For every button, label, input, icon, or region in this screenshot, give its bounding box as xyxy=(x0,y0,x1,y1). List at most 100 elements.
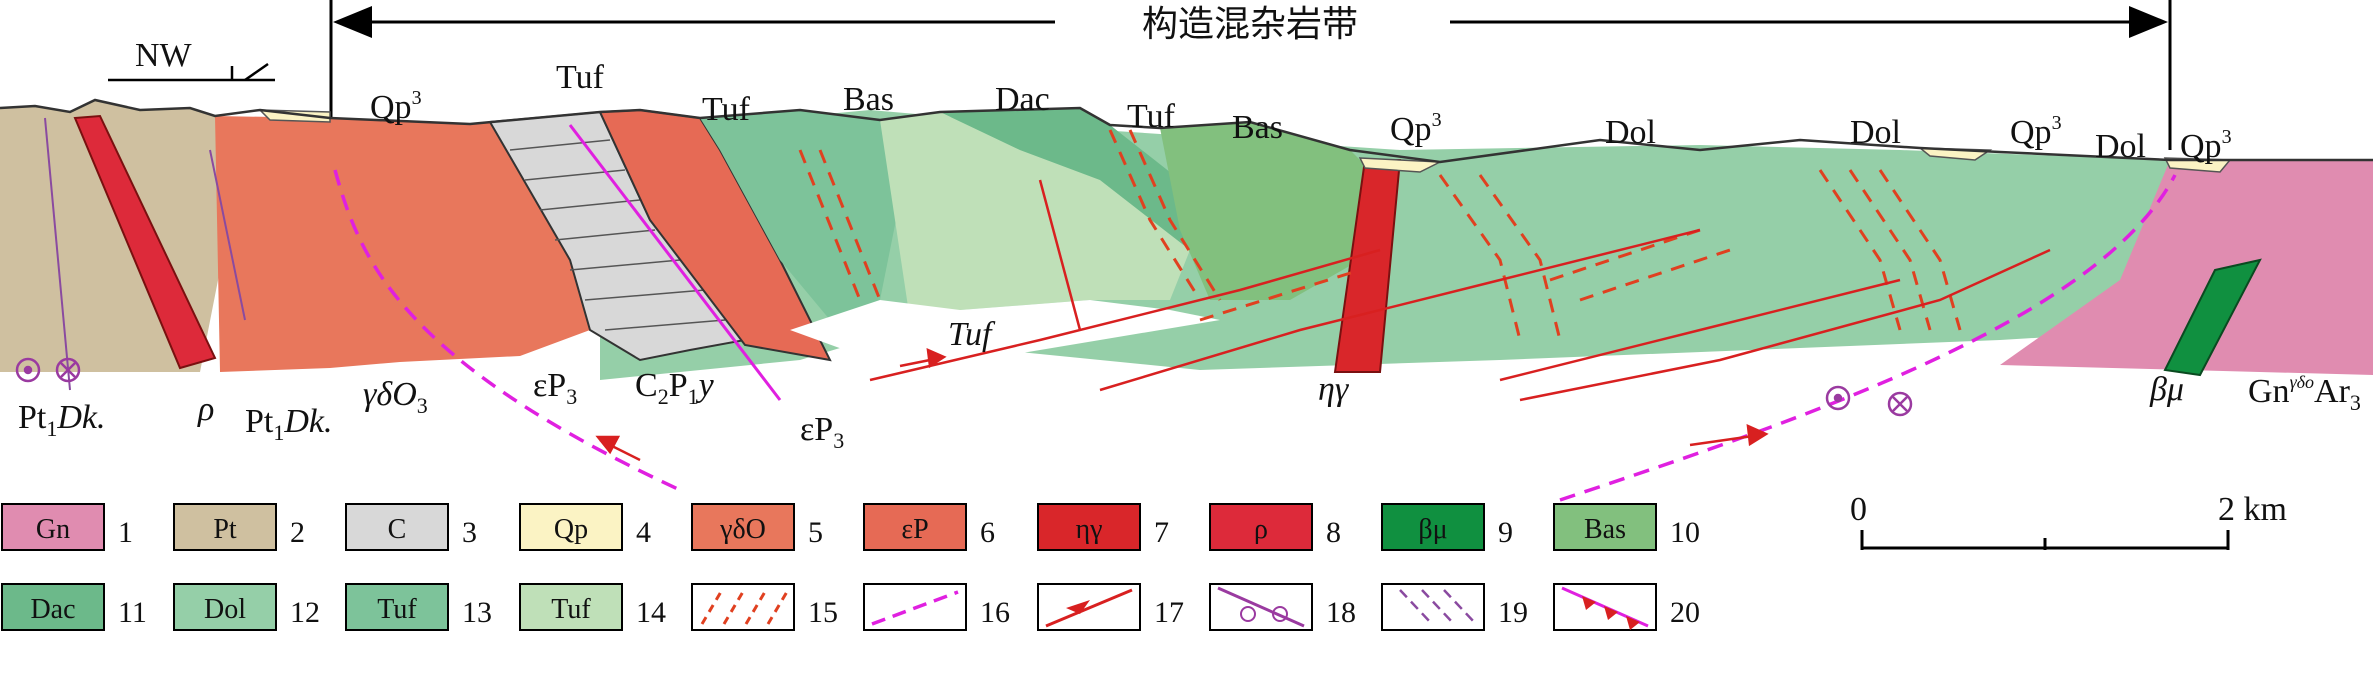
legend-swatch-text-1: Gn xyxy=(36,514,70,545)
legend-swatch-11 xyxy=(1,583,105,631)
label-eta-gamma: ηγ xyxy=(1318,371,1350,408)
label-ep3-1: εP3 xyxy=(533,367,577,409)
legend-swatch-text-2: Pt xyxy=(213,514,237,545)
label-gneiss: GnγδoAr3 xyxy=(2248,372,2361,415)
legend-number-9: 9 xyxy=(1498,516,1513,549)
label-ep3-2: εP3 xyxy=(800,411,844,453)
legend-swatch-text-8: ρ xyxy=(1254,514,1268,545)
legend-item-7: ηγ 7 xyxy=(1037,503,1169,551)
legend-number-17: 17 xyxy=(1154,596,1184,629)
legend-item-13: Tuf 13 xyxy=(345,583,492,631)
legend-number-11: 11 xyxy=(118,596,147,629)
label-rho: ρ xyxy=(197,391,214,428)
section-labels: Qp3 Tuf Tuf Bas Dac Tuf Bas Qp3 Dol Dol … xyxy=(18,59,2361,453)
legend-number-3: 3 xyxy=(462,516,477,549)
label-dol-3: Dol xyxy=(2095,128,2146,165)
legend-swatch-14 xyxy=(519,583,623,631)
legend-number-18: 18 xyxy=(1326,596,1356,629)
legend-number-13: 13 xyxy=(462,596,492,629)
legend-swatch-text-10: Bas xyxy=(1584,514,1626,545)
label-qp3-2: Qp3 xyxy=(1390,109,1442,148)
label-dol-1: Dol xyxy=(1605,114,1656,151)
topographic-surface xyxy=(0,98,2373,164)
legend-number-14: 14 xyxy=(636,596,666,629)
legend-number-7: 7 xyxy=(1154,516,1169,549)
unit-gneiss xyxy=(2000,160,2373,375)
scale-bar xyxy=(1860,530,2230,550)
legend-number-16: 16 xyxy=(980,596,1010,629)
legend-item-12: Dol 12 xyxy=(173,583,320,631)
tectonic-boundary xyxy=(333,169,2177,502)
legend-swatch-9 xyxy=(1381,503,1485,551)
legend-swatch-text-9: βμ xyxy=(1418,514,1447,545)
deformation-zone-pattern xyxy=(798,129,1962,341)
scale-bar-start: 0 xyxy=(1850,491,1867,528)
legend-swatch-13 xyxy=(345,583,449,631)
legend-number-6: 6 xyxy=(980,516,995,549)
legend-number-5: 5 xyxy=(808,516,823,549)
north-arrow xyxy=(108,62,275,82)
legend-number-8: 8 xyxy=(1326,516,1341,549)
label-dol-2: Dol xyxy=(1850,114,1901,151)
legend-swatch-2 xyxy=(173,503,277,551)
label-tuf-italic: Tuf xyxy=(948,316,996,353)
legend-swatch-5 xyxy=(691,503,795,551)
legend-swatch-text-14: Tuf xyxy=(551,594,591,625)
label-pt1dk-mid: Pt1Dk. xyxy=(245,403,333,445)
legend-swatch-7 xyxy=(1037,503,1141,551)
legend-swatch-1 xyxy=(1,503,105,551)
label-dac: Dac xyxy=(995,81,1050,118)
unit-white-window xyxy=(790,300,1220,370)
legend-item-6: εP 6 xyxy=(863,503,995,551)
legend-item-16: 16 xyxy=(863,583,1010,631)
label-gdo3: γδO3 xyxy=(363,376,428,418)
legend-item-18: 18 xyxy=(1209,583,1356,631)
legend-swatch-text-3: C xyxy=(388,514,407,545)
label-c2p1y: C2P1y xyxy=(635,367,715,409)
legend-item-5: γδO 5 xyxy=(691,503,823,551)
legend-number-12: 12 xyxy=(290,596,320,629)
legend-swatch-text-6: εP xyxy=(901,514,928,545)
legend-item-11: Dac 11 xyxy=(1,583,147,631)
legend-swatch-text-13: Tuf xyxy=(377,594,417,625)
movement-symbols xyxy=(15,357,1913,417)
unit-bas-upper xyxy=(880,112,1190,320)
label-bas-2: Bas xyxy=(1232,109,1283,146)
legend-number-19: 19 xyxy=(1498,596,1528,629)
label-beta-mu: βμ xyxy=(2149,371,2184,408)
melange-zone-arrow xyxy=(329,0,2172,150)
label-pt1dk-left: Pt1Dk. xyxy=(18,399,106,441)
unit-bas-right xyxy=(1160,122,1380,300)
legend-swatch-text-7: ηγ xyxy=(1075,514,1102,545)
legend-swatch-19 xyxy=(1381,583,1485,631)
slip-arrows xyxy=(595,347,1769,462)
legend-item-14: Tuf 14 xyxy=(519,583,666,631)
legend-item-10: Bas 10 xyxy=(1553,503,1700,551)
legend-item-17: 17 xyxy=(1037,583,1184,631)
fault-lines xyxy=(869,179,2051,402)
label-tuf-3: Tuf xyxy=(1127,98,1176,135)
legend-swatch-8 xyxy=(1209,503,1313,551)
legend-number-20: 20 xyxy=(1670,596,1700,629)
legend-number-15: 15 xyxy=(808,596,838,629)
unit-rho-dike xyxy=(73,114,217,370)
legend-swatch-text-12: Dol xyxy=(204,594,246,625)
limestone-pattern xyxy=(509,139,726,331)
label-tuf-2: Tuf xyxy=(702,91,751,128)
label-qp3-3: Qp3 xyxy=(2010,112,2062,151)
legend-item-4: Qp 4 xyxy=(519,503,651,551)
label-qp3-1: Qp3 xyxy=(370,87,422,126)
label-tuf-1: Tuf xyxy=(556,59,605,96)
legend-number-4: 4 xyxy=(636,516,651,549)
thrust-line xyxy=(568,124,782,401)
legend-number-1: 1 xyxy=(118,516,133,549)
unit-dac xyxy=(940,108,1220,250)
legend-swatch-text-4: Qp xyxy=(554,514,588,545)
legend-swatch-12 xyxy=(173,583,277,631)
melange-zone-title: 构造混杂岩带 xyxy=(1142,4,1358,45)
